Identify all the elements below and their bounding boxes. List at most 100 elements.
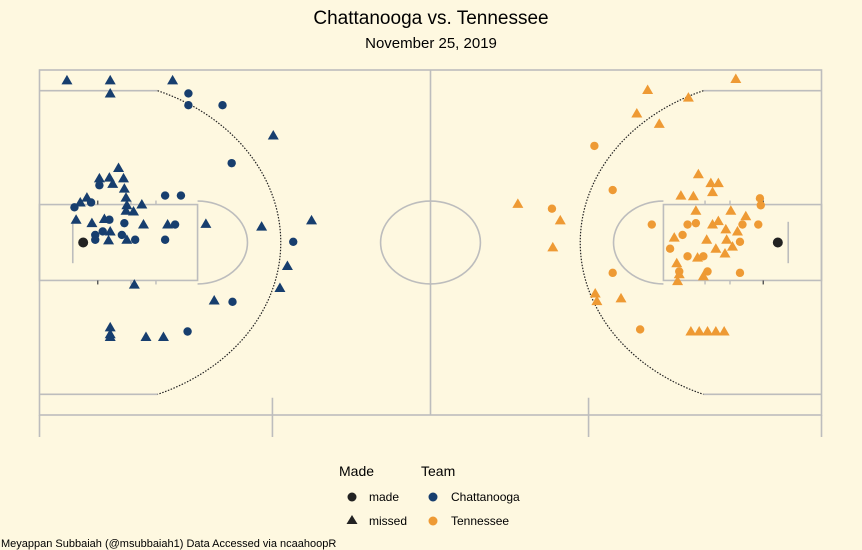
chattanooga-made-shot-21 <box>86 198 96 207</box>
chattanooga-missed-shot-32 <box>137 219 149 229</box>
chattanooga-missed-shot-3 <box>104 87 116 98</box>
tennessee-made-shot-13 <box>755 194 765 203</box>
chattanooga-missed-shot-48 <box>281 260 293 270</box>
chattanooga-made-shot-8 <box>227 158 236 168</box>
tennessee-made-shot-14 <box>756 201 765 210</box>
tennessee-missed-shot-12 <box>687 190 699 201</box>
chattanooga-missed-shot-33 <box>162 219 174 229</box>
legend-missed-label: missed <box>369 514 407 528</box>
legend-made-circle-icon <box>347 492 357 502</box>
legend-made-title: Made <box>339 463 374 479</box>
tennessee-missed-shot-53 <box>615 292 627 303</box>
tennessee-missed-shot-1 <box>642 84 654 95</box>
tennessee-made-shot-22 <box>683 220 692 229</box>
chattanooga-missed-shot-24 <box>136 199 148 209</box>
chattanooga-missed-shot-14 <box>107 178 119 188</box>
tennessee-missed-shot-18 <box>725 205 737 215</box>
chattanooga-missed-shot-23 <box>121 199 133 210</box>
tennessee-missed-shot-52 <box>591 295 603 306</box>
basketball-court <box>38 69 823 437</box>
tennessee-made-shot-54 <box>635 325 645 334</box>
tennessee-made-shot-23 <box>691 218 701 228</box>
legend-missed-triangle-icon <box>346 515 358 524</box>
tennessee-missed-shot-11 <box>675 190 687 200</box>
tennessee-missed-shot-24 <box>707 219 719 229</box>
three-point-arc-left <box>157 90 282 395</box>
chattanooga-made-shot-45 <box>130 235 140 244</box>
chattanooga-missed-shot-29 <box>86 217 98 228</box>
tennessee-missed-shot-19 <box>740 210 752 221</box>
tennessee-made-shot-45 <box>703 267 712 276</box>
legend: Made Team made missed Chattanooga Tennes… <box>339 463 520 528</box>
legend-chattanooga-swatch-icon <box>428 492 438 502</box>
chart-caption: Meyappan Subbaiah (@msubbaiah1) Data Acc… <box>1 538 336 550</box>
tennessee-missed-shot-9 <box>707 186 719 197</box>
tennessee-missed-shot-32 <box>721 234 733 244</box>
tennessee-missed-shot-56 <box>693 326 705 336</box>
chattanooga-made-shot-52 <box>228 297 237 307</box>
chattanooga-missed-shot-51 <box>208 294 220 305</box>
tennessee-missed-shot-15 <box>512 198 524 208</box>
chattanooga-made-shot-46 <box>160 235 170 244</box>
tennessee-missed-shot-3 <box>631 107 643 118</box>
tennessee-missed-shot-20 <box>712 215 724 226</box>
chattanooga-missed-shot-20 <box>74 196 86 207</box>
chattanooga-missed-shot-36 <box>306 214 318 225</box>
tennessee-missed-shot-29 <box>731 225 743 236</box>
tennessee-missed-shot-6 <box>692 168 704 179</box>
tennessee-made-shot-26 <box>754 220 763 229</box>
free-throw-arc-left <box>197 200 249 285</box>
tennessee-missed-shot-28 <box>720 223 732 234</box>
tennessee-missed-shot-57 <box>702 326 714 336</box>
chattanooga-missed-shot-35 <box>200 218 212 228</box>
chattanooga-made-shot-34 <box>170 220 180 229</box>
lane-right <box>662 203 823 282</box>
chattanooga-missed-shot-53 <box>104 321 116 332</box>
chattanooga-missed-shot-58 <box>104 331 116 342</box>
tennessee-made-shot-34 <box>735 237 745 247</box>
tennessee-made-shot-5 <box>590 141 599 151</box>
chattanooga-made-shot-4 <box>184 89 193 98</box>
tennessee-made-shot-21 <box>647 220 656 229</box>
tennessee-missed-shot-51 <box>589 288 601 298</box>
tennessee-missed-shot-42 <box>692 252 704 262</box>
chattanooga-missed-shot-10 <box>93 172 105 183</box>
chattanooga-made-shot-17 <box>160 191 170 200</box>
tennessee-missed-shot-0 <box>730 73 742 83</box>
chattanooga-missed-shot-11 <box>103 172 115 182</box>
tennessee-missed-shot-31 <box>668 232 680 242</box>
tennessee-made-shot-16 <box>547 204 557 213</box>
center-circle <box>379 200 482 285</box>
chattanooga-missed-shot-43 <box>103 234 115 245</box>
chattanooga-made-shot-5 <box>184 100 193 110</box>
chattanooga-missed-shot-56 <box>140 331 152 342</box>
legend-team-title: Team <box>421 463 455 479</box>
tennessee-missed-shot-4 <box>653 118 665 128</box>
chattanooga-missed-shot-2 <box>167 74 179 85</box>
chattanooga-missed-shot-37 <box>256 221 268 231</box>
shot-points <box>61 73 765 342</box>
legend-made-label: made <box>369 490 399 504</box>
tennessee-made-shot-37 <box>665 244 675 253</box>
chattanooga-made-shot-55 <box>183 327 192 336</box>
chattanooga-made-shot-31 <box>120 218 129 228</box>
chattanooga-made-shot-13 <box>95 181 104 190</box>
free-throw-arc-right <box>612 200 664 285</box>
legend-tennessee-label: Tennessee <box>451 514 509 528</box>
chart-subtitle: November 25, 2019 <box>365 35 497 52</box>
tennessee-missed-shot-58 <box>710 326 722 336</box>
chattanooga-missed-shot-16 <box>120 192 132 202</box>
tennessee-missed-shot-55 <box>685 326 697 336</box>
tennessee-made-shot-41 <box>699 252 708 261</box>
hoop-right <box>772 237 783 248</box>
chattanooga-missed-shot-15 <box>118 183 130 193</box>
tennessee-missed-shot-39 <box>719 248 731 258</box>
chattanooga-made-shot-30 <box>105 215 114 224</box>
chattanooga-missed-shot-28 <box>70 214 82 224</box>
chattanooga-missed-shot-25 <box>120 205 132 215</box>
chattanooga-missed-shot-44 <box>121 234 133 244</box>
tennessee-missed-shot-7 <box>705 177 717 188</box>
chattanooga-missed-shot-1 <box>104 74 116 85</box>
chattanooga-made-shot-47 <box>289 237 298 247</box>
legend-chattanooga-label: Chattanooga <box>451 490 520 504</box>
